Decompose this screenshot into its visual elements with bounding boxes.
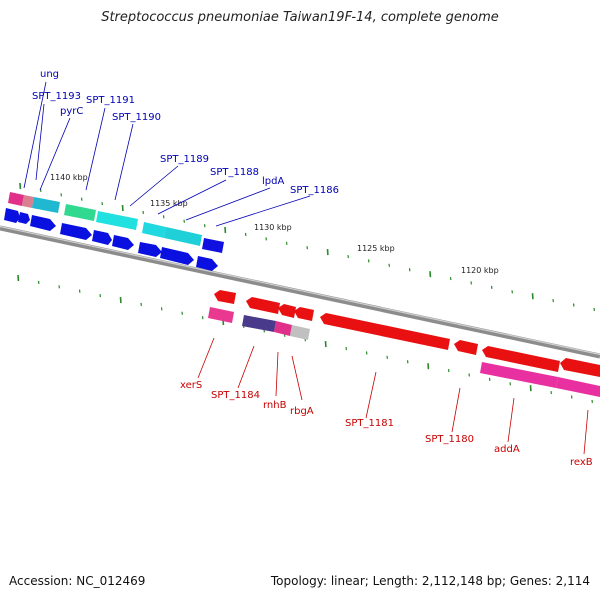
label-spt1190: SPT_1190 <box>112 112 161 123</box>
gene-rnhb[interactable] <box>274 321 292 336</box>
genome-map: 1140 kbp 1135 kbp 1130 kbp 1125 kbp 1120… <box>0 0 600 600</box>
label-spt1184: SPT_1184 <box>211 390 260 401</box>
label-spt1181: SPT_1181 <box>345 418 394 429</box>
label-spt1180: SPT_1180 <box>425 434 474 445</box>
gene-rbga[interactable] <box>290 325 310 340</box>
kbp-marker-1120: 1120 kbp <box>461 266 499 275</box>
label-spt1191: SPT_1191 <box>86 95 135 106</box>
label-rexb: rexB <box>570 457 593 468</box>
accession-text: Accession: NC_012469 <box>9 574 145 588</box>
label-xers: xerS <box>180 380 202 391</box>
gene-arrow[interactable] <box>278 304 296 318</box>
kbp-marker-1130: 1130 kbp <box>254 223 292 232</box>
gene-spt1190[interactable] <box>96 211 138 230</box>
gene-arrow[interactable] <box>60 223 92 240</box>
gene-spt1191[interactable] <box>64 204 96 221</box>
gene-rexb[interactable] <box>556 377 600 397</box>
label-spt1193: SPT_1193 <box>32 91 81 102</box>
label-spt1188: SPT_1188 <box>210 167 259 178</box>
gene-spt1184[interactable] <box>242 315 276 332</box>
label-spt1189: SPT_1189 <box>160 154 209 165</box>
gene-arrow[interactable] <box>92 230 112 245</box>
gene-ung[interactable] <box>8 192 24 206</box>
gene-arrow[interactable] <box>138 242 162 257</box>
topology-summary: Topology: linear; Length: 2,112,148 bp; … <box>271 574 590 588</box>
gene-spt1188[interactable] <box>164 227 202 246</box>
gene-arrow[interactable] <box>30 215 56 231</box>
gene-spt1189[interactable] <box>142 222 166 238</box>
label-spt1186: SPT_1186 <box>290 185 339 196</box>
gene-xers[interactable] <box>208 307 234 323</box>
label-adda: addA <box>494 444 520 455</box>
gene-arrow[interactable] <box>18 212 30 224</box>
label-rnhb: rnhB <box>263 400 287 411</box>
kbp-marker-1135: 1135 kbp <box>150 199 188 208</box>
kbp-marker-1125: 1125 kbp <box>357 244 395 253</box>
reverse-genes-row2 <box>208 307 600 397</box>
gene-arrow[interactable] <box>454 340 478 355</box>
kbp-marker-1140: 1140 kbp <box>50 173 88 182</box>
label-rbga: rbgA <box>290 406 314 417</box>
gene-arrow[interactable] <box>112 235 134 250</box>
gene-arrow[interactable] <box>4 208 20 223</box>
reverse-genes-row1 <box>214 290 600 377</box>
gene-spt1193[interactable] <box>22 195 34 208</box>
gene-arrow[interactable] <box>294 307 314 321</box>
gene-lpda[interactable] <box>202 238 224 253</box>
gene-arrow[interactable] <box>246 297 280 314</box>
label-lpda: lpdA <box>262 176 284 187</box>
gene-arrow[interactable] <box>214 290 236 304</box>
gene-pyrc[interactable] <box>32 197 60 213</box>
label-ung: ung <box>40 69 59 80</box>
gene-arrow[interactable] <box>560 358 600 377</box>
label-pyrc: pyrC <box>60 106 83 117</box>
